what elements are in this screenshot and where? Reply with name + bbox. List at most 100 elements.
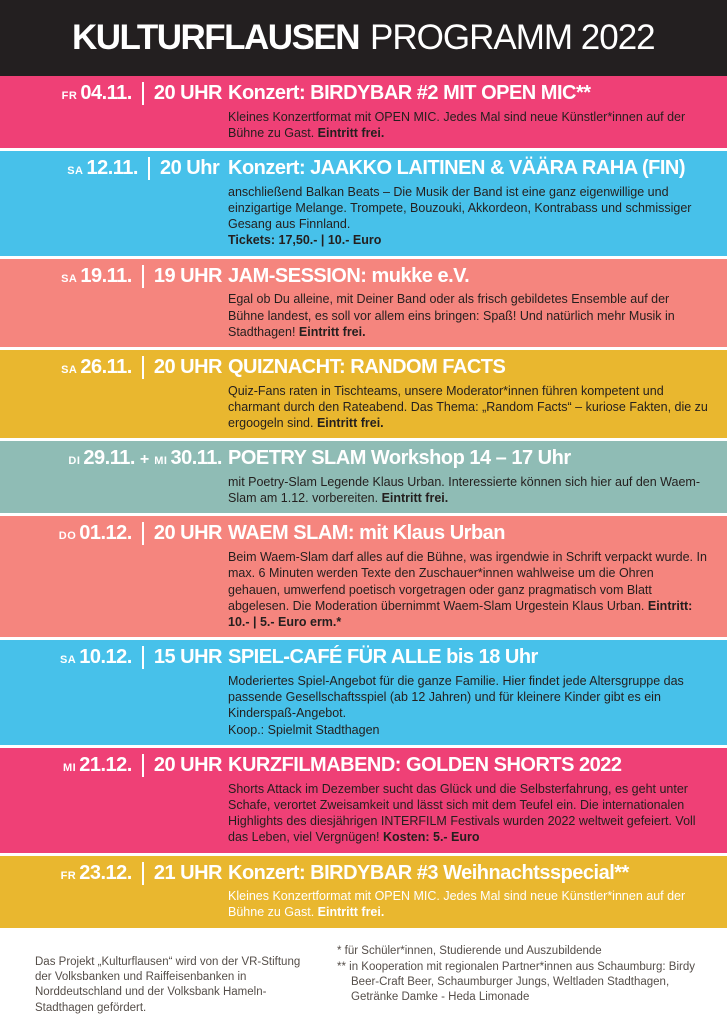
event-date-time: DI 29.11. + MI 30.11. [0,447,228,470]
event-content: QUIZNACHT: RANDOM FACTS Quiz-Fans raten … [228,356,713,431]
event-time: 20 UHR [141,82,223,105]
event-description-text: Shorts Attack im Dezember sucht das Glüc… [228,781,696,845]
event-time: 15 UHR [141,646,223,670]
event-row: SA 26.11. 20 UHR QUIZNACHT: RANDOM FACTS… [0,350,727,439]
event-day: DO [58,530,77,543]
event-date: 29.11. [83,447,135,470]
event-content: Konzert: BIRDYBAR #3 Weihnachtsspecial**… [228,862,713,921]
event-description-text: Quiz-Fans raten in Tischteams, unsere Mo… [228,383,708,431]
event-price-note: Eintritt frei. [298,324,366,339]
poster-header: KULTURFLAUSEN PROGRAMM 2022 [0,0,727,76]
poster-footer: Das Projekt „Kulturflausen“ wird von der… [0,930,727,1024]
event-date-time: FR 04.11. 20 UHR [0,82,228,105]
event-cooperation-note: Koop.: Spielmit Stadthagen [228,722,380,737]
event-date: 04.11. [80,82,132,104]
event-description: Moderiertes Spiel-Angebot für die ganze … [228,673,708,738]
event-row: SA 19.11. 19 UHR JAM-SESSION: mukke e.V.… [0,258,727,348]
event-title: POETRY SLAM Workshop 14 – 17 Uhr [228,447,571,470]
event-description: Quiz-Fans raten in Tischteams, unsere Mo… [228,383,708,432]
event-date-time: SA 19.11. 19 UHR [0,264,228,288]
event-row: FR 04.11. 20 UHR Konzert: BIRDYBAR #2 MI… [0,76,727,149]
event-title: Konzert: BIRDYBAR #2 MIT OPEN MIC** [228,82,591,104]
event-date: 21.12. [79,753,132,776]
event-day: FR [61,90,78,102]
event-date-time: SA 10.12. 15 UHR [0,646,228,670]
event-description: anschließend Balkan Beats – Die Musik de… [228,184,708,249]
event-description-text: mit Poetry-Slam Legende Klaus Urban. Int… [228,474,700,506]
event-date: 12.11. [86,157,138,180]
event-content: KURZFILMABEND: GOLDEN SHORTS 2022 Shorts… [228,754,713,846]
event-row: DI 29.11. + MI 30.11. POETRY SLAM Worksh… [0,441,727,514]
event-title: JAM-SESSION: mukke e.V. [228,264,470,287]
event-price-note: Eintritt frei. [317,905,385,920]
event-date: 10.12. [79,646,132,669]
event-title: Konzert: JAAKKO LAITINEN & VÄÄRA RAHA (F… [228,157,686,180]
event-description: Beim Waem-Slam darf alles auf die Bühne,… [228,549,708,630]
event-title: KURZFILMABEND: GOLDEN SHORTS 2022 [228,753,622,776]
event-date: 26.11. [80,356,132,379]
event-date-time: MI 21.12. 20 UHR [0,753,228,777]
event-description-text: Egal ob Du alleine, mit Deiner Band oder… [228,292,675,339]
event-description: Egal ob Du alleine, mit Deiner Band oder… [228,291,708,340]
event-price-note: Eintritt frei. [316,416,384,431]
event-price-note: Eintritt: 10.- | 5.- Euro erm.* [228,598,693,630]
event-time: 20 UHR [141,356,223,380]
event-description: Shorts Attack im Dezember sucht das Glüc… [228,781,708,846]
event-date: 01.12. [79,522,132,545]
event-content: WAEM SLAM: mit Klaus Urban Beim Waem-Sla… [228,522,713,630]
event-day: DI [68,455,81,468]
event-price-note: Tickets: 17,50.- | 10.- Euro [228,233,382,248]
event-description: Kleines Konzertformat mit OPEN MIC. Jede… [228,888,708,921]
event-date-2: 30.11. [170,447,222,470]
event-day: SA [67,165,84,178]
event-date-time: SA 12.11. 20 Uhr [0,157,228,181]
event-price-note: Kosten: 5.- Euro [383,830,480,845]
event-title: Konzert: BIRDYBAR #3 Weihnachtsspecial** [228,861,629,884]
event-date: 19.11. [80,264,132,287]
event-description-text: Kleines Konzertformat mit OPEN MIC. Jede… [228,889,686,920]
event-time: 21 UHR [141,861,223,885]
event-title: QUIZNACHT: RANDOM FACTS [228,356,506,379]
event-day-2: MI [154,455,168,468]
footnote-single-star: * für Schüler*innen, Studierende und Aus… [337,944,602,957]
event-row: SA 12.11. 20 Uhr Konzert: JAAKKO LAITINE… [0,151,727,256]
event-time: 19 UHR [141,264,223,288]
event-date-time: FR 23.12. 21 UHR [0,861,228,885]
event-description: Kleines Konzertformat mit OPEN MIC. Jede… [228,109,708,142]
event-description-text: Beim Waem-Slam darf alles auf die Bühne,… [228,550,707,613]
event-content: SPIEL-CAFÉ FÜR ALLE bis 18 Uhr Moderiert… [228,646,713,738]
page-subtitle: PROGRAMM 2022 [370,18,656,57]
event-row: DO 01.12. 20 UHR WAEM SLAM: mit Klaus Ur… [0,516,727,638]
event-time: 20 UHR [141,522,223,546]
event-day: SA [59,654,77,667]
event-time: 20 UHR [141,753,223,777]
funding-note: Das Projekt „Kulturflausen“ wird von der… [35,956,301,1014]
event-description-text: Kleines Konzertformat mit OPEN MIC. Jede… [228,109,686,140]
event-content: POETRY SLAM Workshop 14 – 17 Uhr mit Poe… [228,447,713,506]
page-title: KULTURFLAUSEN [72,18,361,57]
event-day: SA [61,364,78,377]
event-content: JAM-SESSION: mukke e.V. Egal ob Du allei… [228,265,713,340]
event-description: mit Poetry-Slam Legende Klaus Urban. Int… [228,474,708,507]
event-row: FR 23.12. 21 UHR Konzert: BIRDYBAR #3 We… [0,855,727,928]
event-row: SA 10.12. 15 UHR SPIEL-CAFÉ FÜR ALLE bis… [0,640,727,745]
footnotes: * für Schüler*innen, Studierende und Aus… [337,944,702,1024]
event-day: MI [63,761,77,774]
event-content: Konzert: JAAKKO LAITINEN & VÄÄRA RAHA (F… [228,157,713,249]
date-plus-sign: + [139,451,150,469]
event-description-text: Moderiertes Spiel-Angebot für die ganze … [228,673,684,721]
event-date-time: SA 26.11. 20 UHR [0,356,228,380]
event-day: FR [60,869,77,882]
event-row: MI 21.12. 20 UHR KURZFILMABEND: GOLDEN S… [0,747,727,853]
event-title: WAEM SLAM: mit Klaus Urban [228,522,506,545]
event-description-text: anschließend Balkan Beats – Die Musik de… [228,184,692,232]
event-day: SA [61,272,78,285]
event-date-time: DO 01.12. 20 UHR [0,522,228,546]
event-content: Konzert: BIRDYBAR #2 MIT OPEN MIC** Klei… [228,82,713,141]
event-price-note: Eintritt frei. [317,125,385,140]
event-time: 20 Uhr [148,157,222,181]
event-price-note: Eintritt frei. [381,491,449,506]
event-date: 23.12. [79,861,132,884]
event-title: SPIEL-CAFÉ FÜR ALLE bis 18 Uhr [228,646,538,669]
